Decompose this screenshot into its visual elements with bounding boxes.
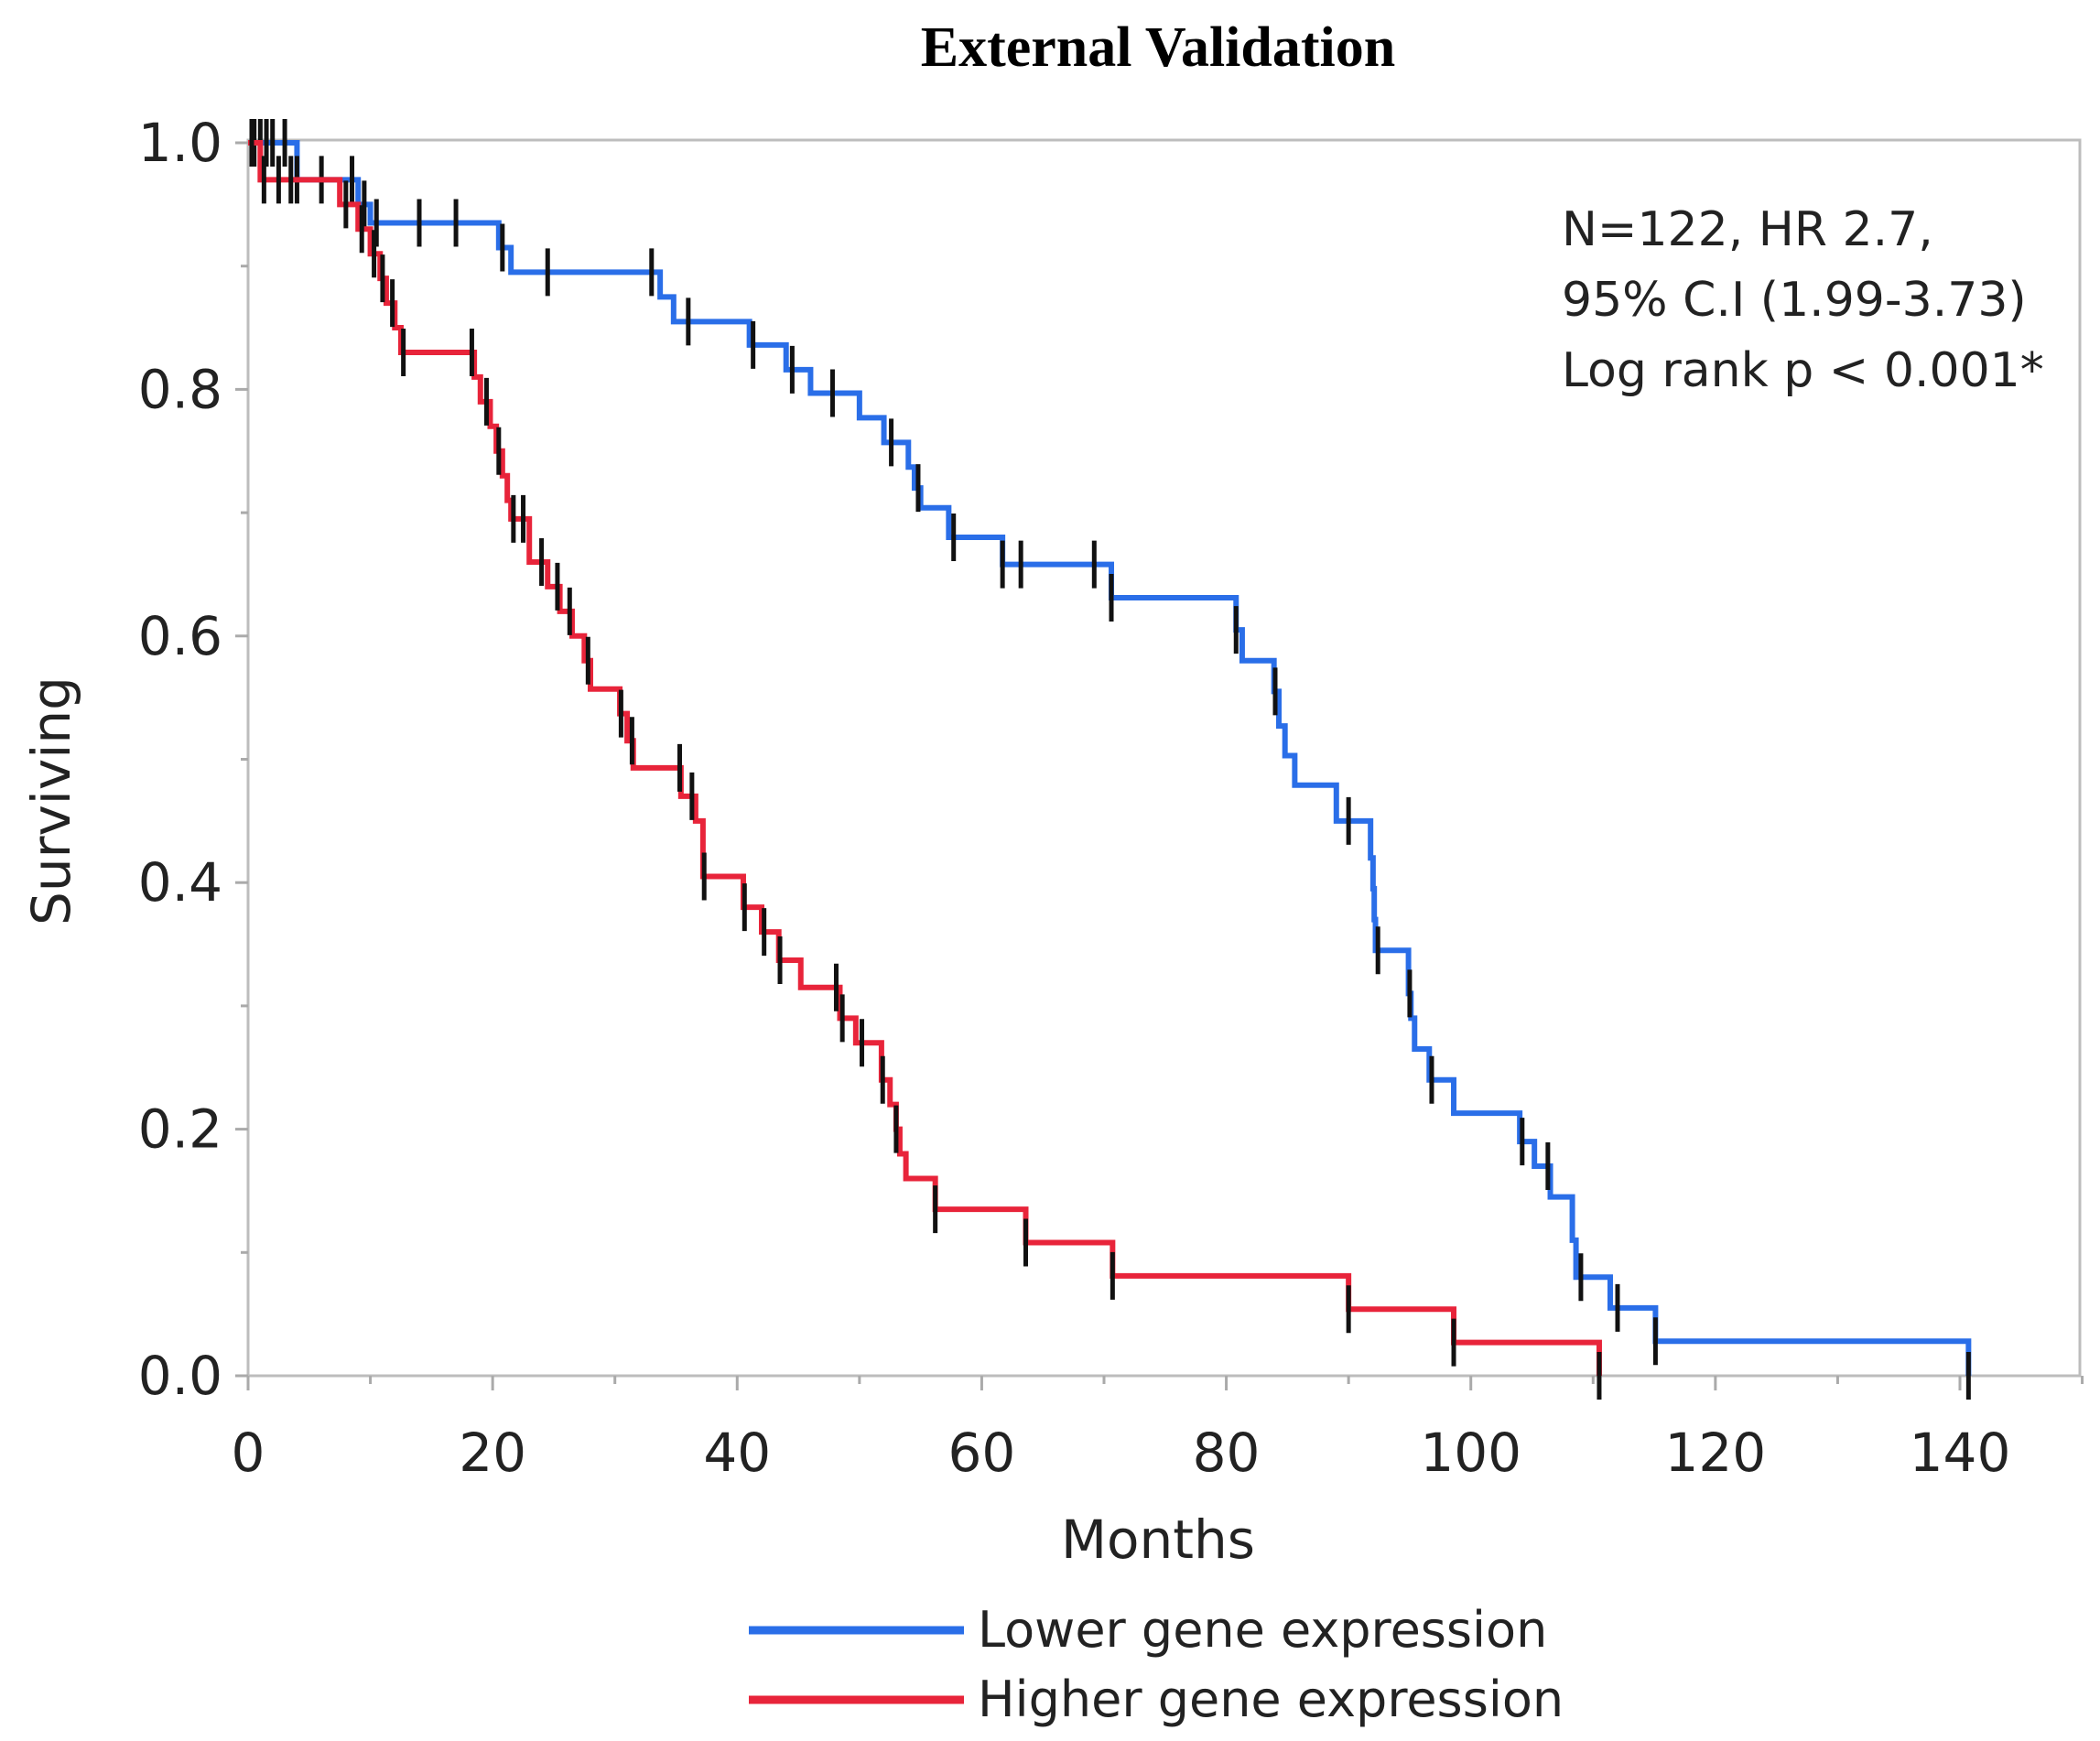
legend: Lower gene expression Higher gene expres… xyxy=(749,1601,1564,1728)
annotation-line-1: N=122, HR 2.7, xyxy=(1562,202,1933,257)
x-tick-label: 20 xyxy=(459,1422,526,1484)
annotation-line-3: Log rank p < 0.001* xyxy=(1562,343,2044,398)
x-tick-label: 80 xyxy=(1193,1422,1261,1484)
legend-label-higher: Higher gene expression xyxy=(978,1671,1564,1728)
legend-label-lower: Lower gene expression xyxy=(978,1601,1547,1659)
annotation-line-2: 95% C.I (1.99-3.73) xyxy=(1562,273,2027,328)
x-tick-label: 100 xyxy=(1420,1422,1521,1484)
y-tick-label: 0.8 xyxy=(138,358,222,420)
x-axis-label: Months xyxy=(1061,1509,1255,1571)
survival-curve-lower xyxy=(248,140,1972,1376)
y-tick-label: 0.6 xyxy=(138,605,222,667)
x-tick-label: 140 xyxy=(1910,1422,2011,1484)
series-group xyxy=(248,119,1972,1400)
x-tick-label: 60 xyxy=(948,1422,1016,1484)
stats-annotation: N=122, HR 2.7, 95% C.I (1.99-3.73) Log r… xyxy=(1562,202,2044,398)
x-axis: 0 20 40 60 80 100 120 140 xyxy=(232,1376,2084,1484)
x-tick-label: 40 xyxy=(703,1422,771,1484)
y-tick-label: 0.4 xyxy=(138,851,222,914)
x-tick-label: 120 xyxy=(1664,1422,1766,1484)
chart-title: External Validation xyxy=(921,16,1396,79)
x-tick-label: 0 xyxy=(232,1422,265,1484)
y-tick-label: 1.0 xyxy=(138,112,222,174)
survival-curve-higher xyxy=(248,140,1602,1376)
y-tick-label: 0.2 xyxy=(138,1098,222,1161)
y-axis: 0.0 0.2 0.4 0.6 0.8 1.0 xyxy=(138,112,248,1407)
y-axis-label: Surviving xyxy=(20,676,82,925)
y-tick-label: 0.0 xyxy=(138,1345,222,1407)
